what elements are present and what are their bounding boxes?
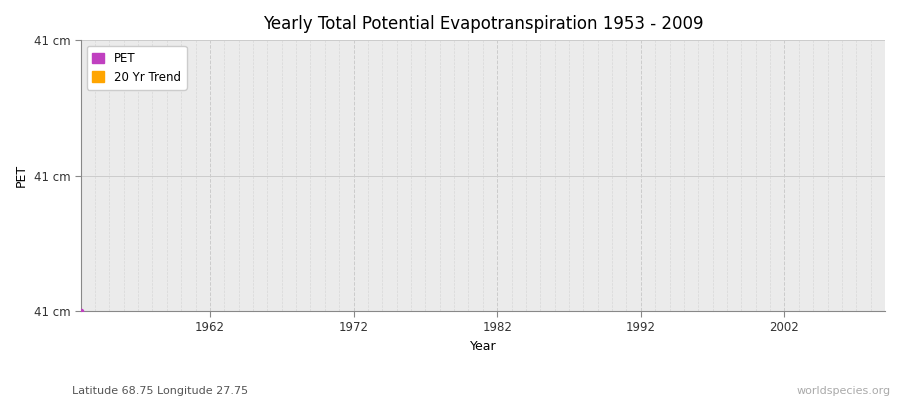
Y-axis label: PET: PET [15, 164, 28, 187]
X-axis label: Year: Year [470, 340, 496, 353]
Title: Yearly Total Potential Evapotranspiration 1953 - 2009: Yearly Total Potential Evapotranspiratio… [263, 15, 703, 33]
Text: Latitude 68.75 Longitude 27.75: Latitude 68.75 Longitude 27.75 [72, 386, 248, 396]
Text: worldspecies.org: worldspecies.org [796, 386, 891, 396]
Legend: PET, 20 Yr Trend: PET, 20 Yr Trend [86, 46, 186, 90]
